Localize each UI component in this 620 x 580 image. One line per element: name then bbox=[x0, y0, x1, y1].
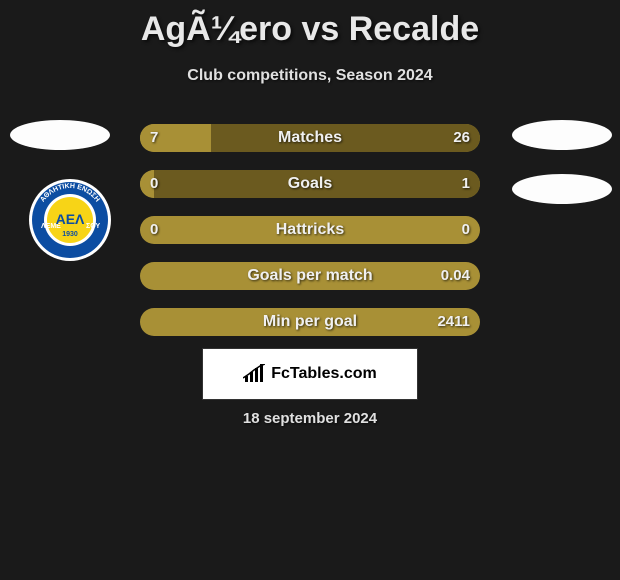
avatar-right-player-1 bbox=[512, 120, 612, 150]
stat-value-right: 2411 bbox=[431, 308, 476, 336]
stats-area: Matches726Goals01Hattricks00Goals per ma… bbox=[110, 124, 510, 354]
team-logo: ΑΘΛΗΤΙΚΗ ΕΝΩΣΗ ΛΕΜΕ ΣΟΥ ΑΕΛ 1930 bbox=[28, 178, 112, 262]
stat-value-right: 0 bbox=[456, 216, 476, 244]
page-title: AgÃ¼ero vs Recalde bbox=[0, 0, 620, 49]
avatar-right-player-2 bbox=[512, 174, 612, 204]
stat-label: Goals bbox=[140, 170, 480, 198]
subtitle: Club competitions, Season 2024 bbox=[0, 67, 620, 85]
stat-label: Min per goal bbox=[140, 308, 480, 336]
logo-monogram: ΑΕΛ bbox=[56, 211, 85, 227]
team-crest-icon: ΑΘΛΗΤΙΚΗ ΕΝΩΣΗ ΛΕΜΕ ΣΟΥ ΑΕΛ 1930 bbox=[28, 178, 112, 262]
stat-label: Hattricks bbox=[140, 216, 480, 244]
stat-row: Matches7 26 bbox=[110, 124, 510, 152]
stat-row: Hattricks0 0 bbox=[110, 216, 510, 244]
stat-value-right: 26 bbox=[447, 124, 476, 152]
stat-row: Min per goal2411 bbox=[110, 308, 510, 336]
avatar-left-player bbox=[10, 120, 110, 150]
stat-label: Goals per match bbox=[140, 262, 480, 290]
comparison-card: { "title": "AgÃ¼ero vs Recalde", "subtit… bbox=[0, 0, 620, 580]
stat-value-left: 0 bbox=[144, 216, 164, 244]
brand-text: FcTables.com bbox=[271, 365, 377, 383]
logo-side-right: ΣΟΥ bbox=[86, 223, 100, 230]
bar-chart-icon bbox=[243, 364, 265, 384]
stat-row: Goals per match0.04 bbox=[110, 262, 510, 290]
stat-value-right: 1 bbox=[456, 170, 476, 198]
stat-value-left: 7 bbox=[144, 124, 164, 152]
stat-row: Goals0 1 bbox=[110, 170, 510, 198]
stat-value-right: 0.04 bbox=[435, 262, 476, 290]
stat-label: Matches bbox=[140, 124, 480, 152]
stat-value-left: 0 bbox=[144, 170, 164, 198]
logo-year: 1930 bbox=[62, 231, 78, 238]
brand-badge[interactable]: FcTables.com bbox=[202, 348, 418, 400]
date-line: 18 september 2024 bbox=[0, 410, 620, 427]
